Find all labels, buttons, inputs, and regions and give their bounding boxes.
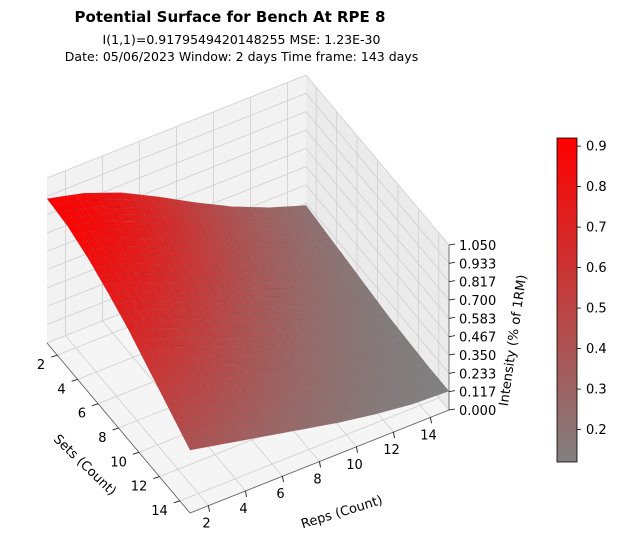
colorbar-tick-label: 0.3 (586, 383, 607, 398)
grid-line-z (46, 93, 307, 197)
z-tick-label: 0.700 (459, 294, 496, 309)
sets-tick (153, 476, 160, 479)
z-tick (448, 298, 456, 301)
grid-line-z (305, 148, 450, 319)
z-tick-label: 0.583 (459, 312, 496, 327)
sets-tick (132, 451, 140, 455)
colorbar-tick-label: 0.5 (586, 302, 607, 317)
reps-tick (356, 446, 358, 453)
colorbar-tick-label: 0.9 (586, 140, 607, 155)
grid-line-z (305, 93, 450, 264)
grid-line-z (46, 74, 307, 179)
z-tick-label: 0.233 (459, 367, 496, 382)
sets-tick (112, 427, 119, 431)
colorbar-tick-label: 0.6 (586, 261, 607, 276)
z-tick-label: 0.000 (459, 404, 496, 419)
sets-tick-label: 10 (110, 455, 127, 470)
z-tick (448, 335, 456, 338)
sets-tick-label: 6 (78, 407, 86, 422)
z-axis-label: Intensity (% of 1RM) (497, 274, 530, 407)
grid-line-z (305, 166, 450, 337)
reps-tick (319, 461, 321, 468)
reps-tick (282, 476, 284, 483)
chart-subtitle-stats: I(1,1)=0.9179549420148255 MSE: 1.23E-30 (102, 32, 381, 47)
chart-subtitle-info: Date: 05/06/2023 Window: 2 days Time fra… (64, 49, 419, 64)
colorbar-tick-label: 0.4 (586, 342, 607, 357)
z-tick (448, 371, 456, 374)
grid-line-z (305, 74, 450, 246)
surface-mesh (46, 192, 450, 451)
sets-tick-label: 4 (57, 382, 65, 397)
grid-line-reps (65, 335, 209, 506)
z-tick (448, 316, 456, 319)
z-tick (448, 243, 456, 246)
z-tick (448, 390, 456, 393)
reps-tick-label: 6 (276, 487, 284, 502)
reps-tick (245, 490, 247, 497)
colorbar-tick-label: 0.8 (586, 180, 607, 195)
colorbar: 0.2 0.3 0.4 0.5 0.6 0.7 0.8 0.9 (556, 137, 607, 463)
reps-tick (430, 417, 432, 424)
z-tick-label: 1.050 (459, 239, 496, 254)
grid-line-z (305, 203, 450, 374)
axis-ticks: 246810121424681012140.0000.1170.2330.350… (37, 239, 530, 532)
colorbar-gradient (556, 137, 578, 463)
sets-tick (91, 403, 99, 407)
z-tick-label: 0.350 (459, 349, 496, 364)
grid-line-z (305, 184, 450, 356)
z-tick (448, 280, 456, 283)
colorbar-tick-label: 0.2 (586, 423, 607, 438)
z-tick (448, 408, 456, 411)
sets-tick-label: 2 (37, 358, 45, 373)
reps-tick-label: 12 (383, 443, 400, 458)
reps-tick-label: 4 (239, 502, 247, 517)
z-tick (448, 261, 456, 264)
z-tick-label: 0.817 (459, 276, 496, 291)
z-tick-label: 0.117 (459, 386, 496, 401)
z-tick-label: 0.467 (459, 331, 496, 346)
reps-tick-label: 8 (313, 473, 321, 488)
reps-tick-label: 2 (202, 517, 210, 532)
sets-tick-label: 8 (98, 431, 106, 446)
reps-tick (208, 505, 210, 512)
sets-tick (71, 379, 78, 382)
grid-line-z (305, 129, 450, 301)
sets-tick-label: 14 (151, 504, 168, 519)
reps-axis-label: Reps (Count) (299, 493, 384, 532)
z-tick-label: 0.933 (459, 257, 496, 272)
sets-tick (51, 354, 58, 358)
chart-title: Potential Surface for Bench At RPE 8 (74, 8, 386, 26)
sets-axis-label: Sets (Count) (50, 432, 119, 499)
reps-tick-label: 14 (420, 428, 437, 443)
reps-tick-label: 10 (346, 458, 363, 473)
reps-tick (393, 432, 395, 439)
sets-tick (173, 500, 180, 504)
grid-line-z (305, 111, 450, 282)
sets-tick-label: 12 (131, 480, 148, 495)
z-tick (448, 353, 456, 356)
colorbar-tick-label: 0.7 (586, 221, 607, 236)
